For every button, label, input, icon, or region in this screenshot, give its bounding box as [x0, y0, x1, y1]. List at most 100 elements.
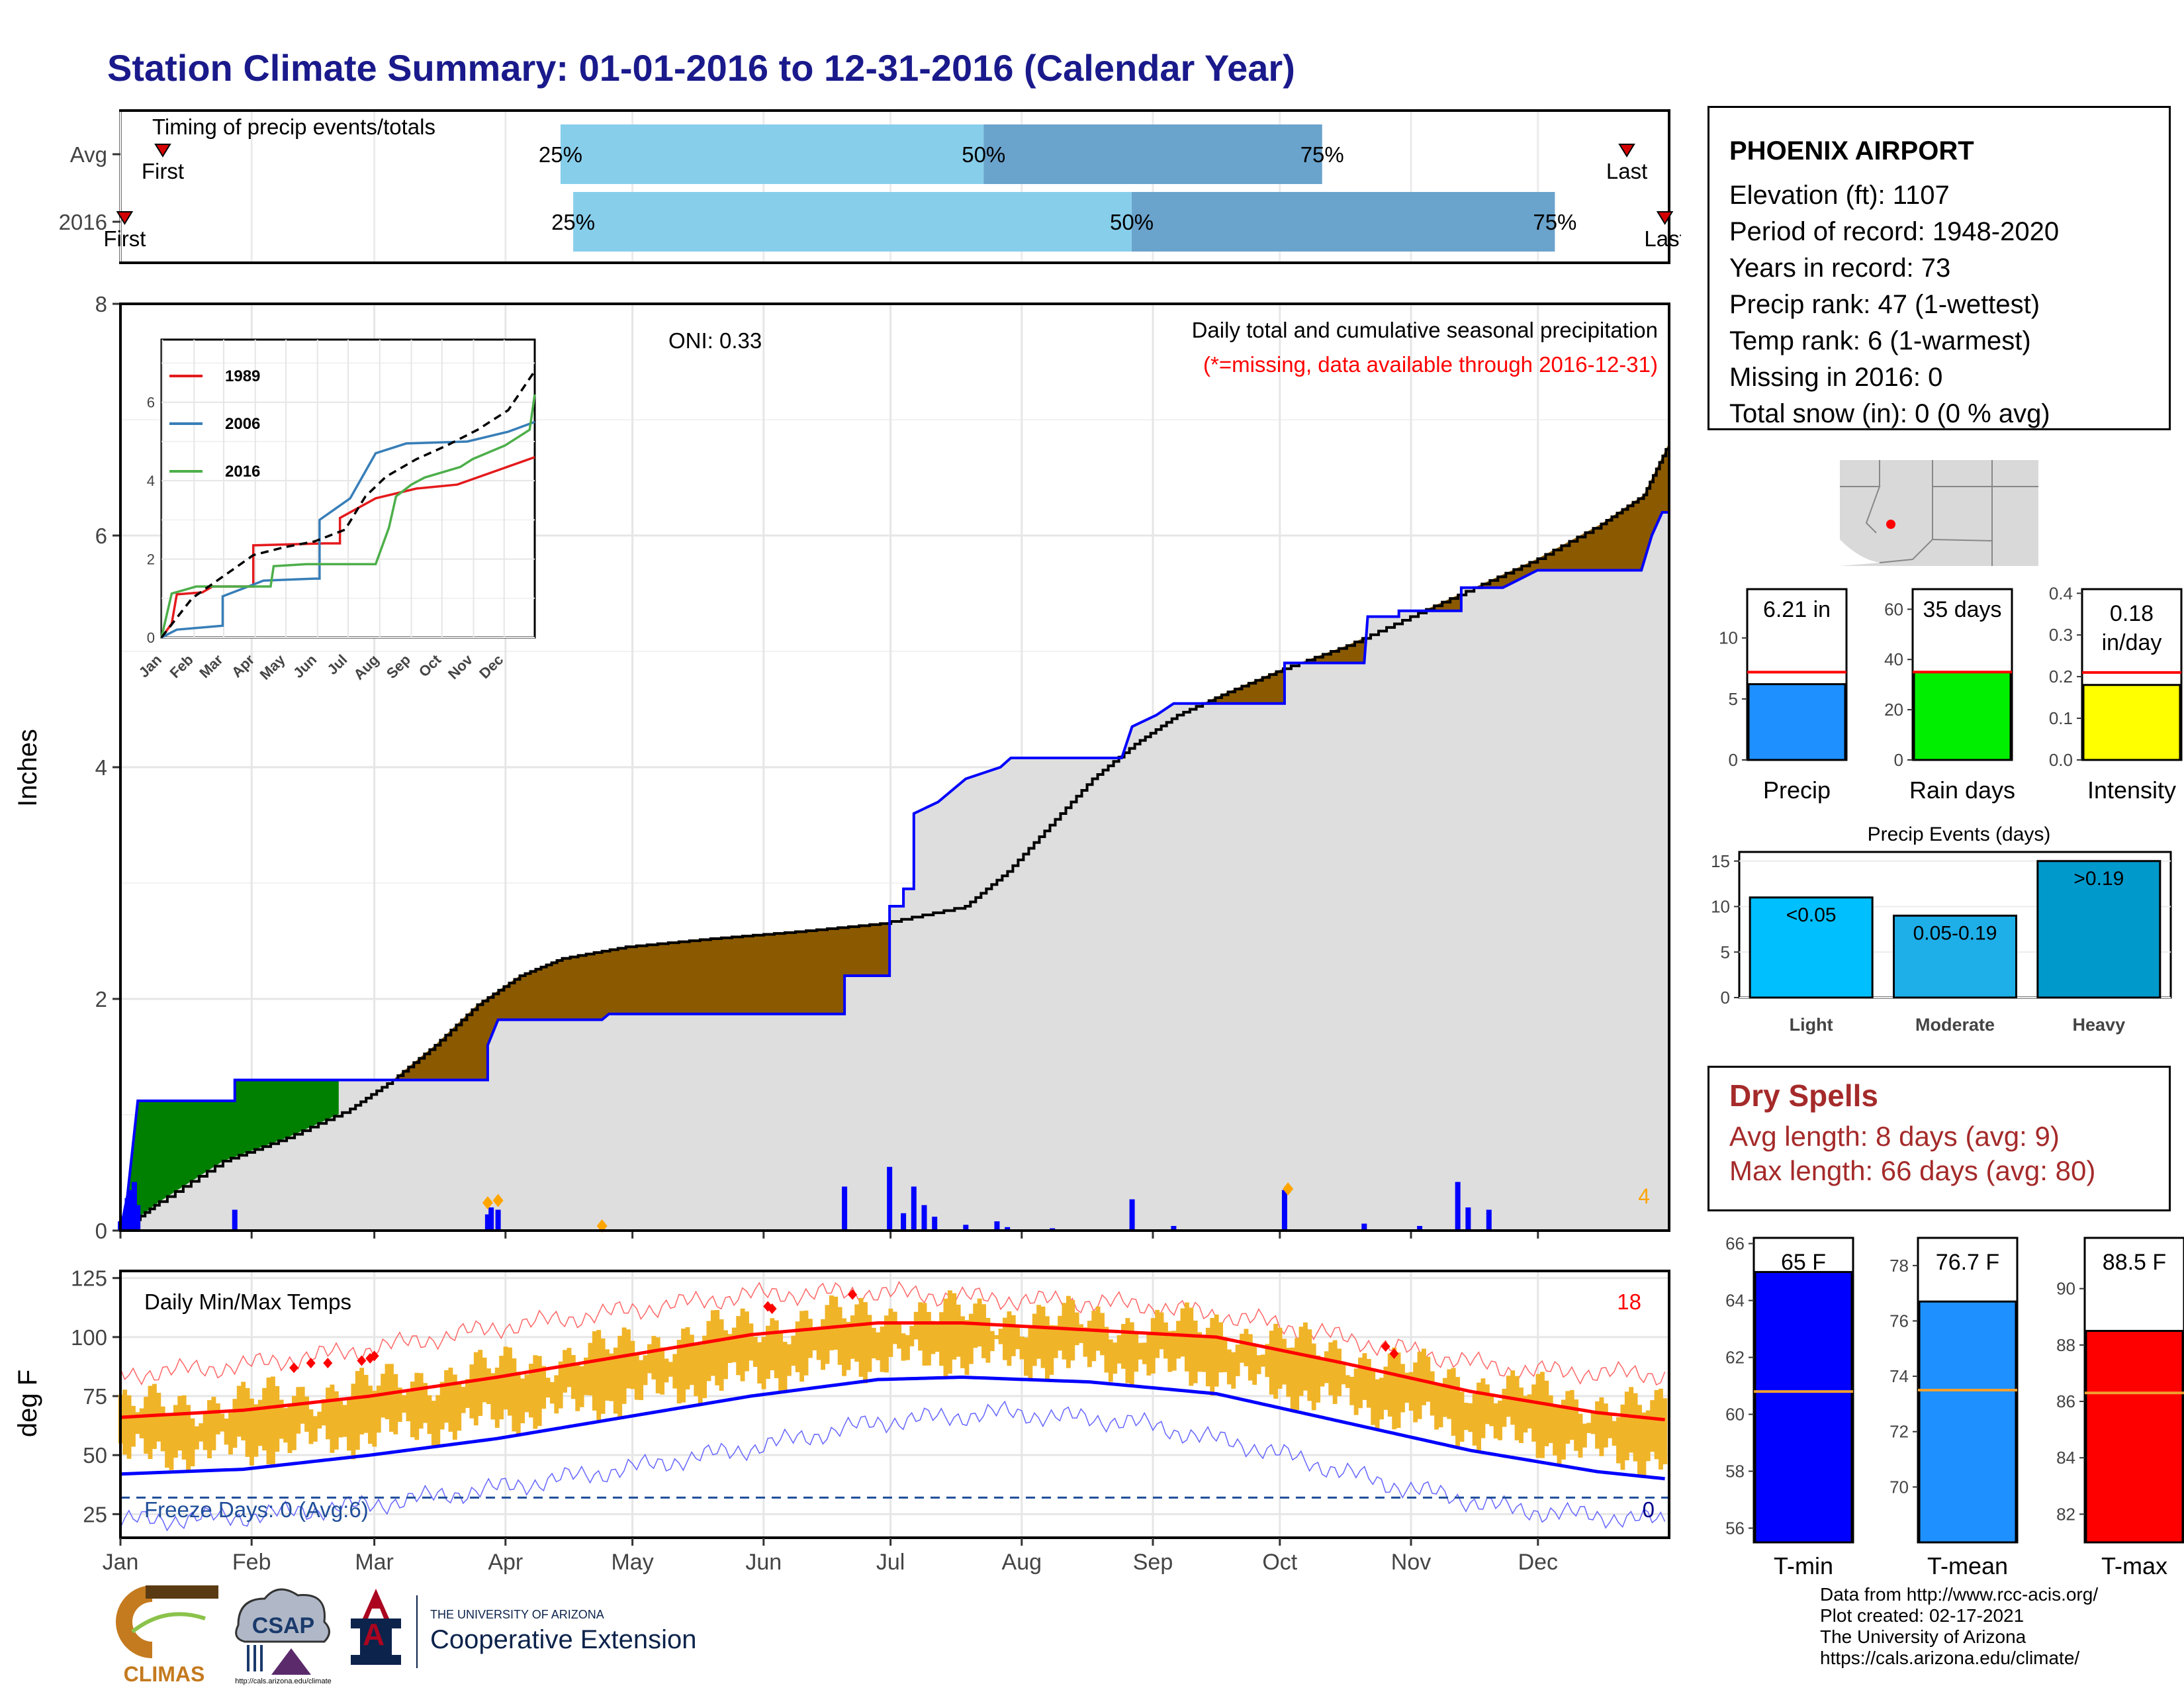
daily-temp-range: [1548, 1395, 1553, 1443]
daily-precip-bar: [963, 1225, 969, 1231]
daily-temp-range: [469, 1364, 475, 1419]
temp-summary-y-tick-label: 86: [2056, 1391, 2075, 1411]
daily-temp-range: [287, 1405, 293, 1454]
daily-temp-range: [1083, 1327, 1088, 1357]
daily-temp-range: [203, 1411, 208, 1450]
daily-temp-range: [283, 1408, 289, 1443]
dry-avg-length: Avg length: 8 days (avg: 9): [1729, 1121, 2060, 1152]
summary-y-tick-label: 60: [1884, 599, 1903, 619]
daily-temp-range: [1662, 1398, 1668, 1465]
daily-precip-bar: [921, 1205, 927, 1231]
daily-temp-range: [1138, 1342, 1143, 1360]
summary-value-label: 35 days: [1923, 597, 2001, 622]
events-bar-label: <0.05: [1786, 904, 1837, 926]
temp-summary-y-tick-label: 70: [1889, 1477, 1909, 1497]
daily-temp-range: [710, 1310, 715, 1376]
summary-y-tick-label: 0.0: [2049, 750, 2073, 770]
daily-temp-range: [575, 1364, 580, 1411]
daily-temp-range: [448, 1368, 453, 1432]
summary-y-tick-label: 0.3: [2049, 625, 2073, 645]
temp-summary-y-tick-label: 56: [1725, 1519, 1745, 1538]
credit-line: Plot created: 02-17-2021: [1820, 1605, 2025, 1626]
daily-temp-range: [563, 1350, 568, 1393]
daily-temp-range: [266, 1378, 271, 1464]
daily-temp-range: [169, 1414, 174, 1470]
daily-temp-range: [694, 1343, 699, 1397]
daily-temp-range: [461, 1387, 466, 1413]
normal-cumulative-line: [121, 443, 1670, 1232]
daily-temp-range: [1366, 1358, 1371, 1408]
station-line: Precip rank: 47 (1-wettest): [1729, 290, 2040, 319]
temp-summary-name: T-mean: [1927, 1552, 2008, 1579]
daily-temp-range: [1180, 1308, 1185, 1357]
precip-series: [118, 443, 1670, 1239]
daily-temp-range: [541, 1366, 547, 1409]
record-marker: [1389, 1348, 1399, 1359]
daily-temp-range: [727, 1334, 733, 1364]
daily-temp-range: [1379, 1378, 1384, 1420]
map-state-lines: [1879, 460, 2038, 566]
daily-temp-range: [435, 1395, 441, 1445]
daily-temp-range: [410, 1382, 415, 1438]
daily-temp-range: [363, 1374, 369, 1433]
record-marker: [767, 1303, 777, 1315]
daily-temp-range: [312, 1416, 318, 1442]
record-count: 18: [1617, 1289, 1641, 1314]
daily-temp-range: [130, 1405, 136, 1447]
daily-temp-range: [905, 1335, 910, 1360]
daily-temp-range: [270, 1376, 275, 1467]
daily-temp-range: [342, 1405, 347, 1437]
summary-name: Rain days: [1909, 776, 2015, 804]
daily-temp-range: [1163, 1322, 1168, 1359]
daily-temp-range: [634, 1354, 639, 1400]
daily-temp-range: [1413, 1362, 1418, 1423]
daily-temp-range: [1616, 1417, 1621, 1464]
daily-temp-range: [1345, 1375, 1350, 1388]
dry-spells-box: Dry Spells Avg length: 8 days (avg: 9) M…: [1707, 1066, 2171, 1211]
daily-temp-range: [1316, 1355, 1321, 1403]
daily-temp-range: [1019, 1336, 1024, 1360]
daily-temp-range: [1214, 1314, 1219, 1387]
events-y-tick-label: 15: [1711, 851, 1730, 871]
daily-temp-range: [1091, 1311, 1097, 1362]
daily-temp-range: [1426, 1356, 1431, 1402]
record-marker: [289, 1362, 299, 1374]
daily-temp-range: [512, 1358, 517, 1432]
month-label: Jan: [103, 1550, 139, 1575]
daily-temp-range: [1574, 1399, 1579, 1451]
month-label: Dec: [1518, 1550, 1558, 1575]
temp-summary-y-tick-label: 82: [2056, 1504, 2075, 1524]
daily-temp-range: [1586, 1423, 1592, 1433]
station-line: Missing in 2016: 0: [1729, 363, 1943, 392]
event-marker: [492, 1194, 504, 1207]
daily-temp-range: [1032, 1313, 1037, 1366]
page-title: Station Climate Summary: 01-01-2016 to 1…: [107, 47, 1295, 89]
daily-temp-range: [1197, 1332, 1203, 1372]
daily-temp-range: [1349, 1376, 1355, 1405]
precip-y-tick-label: 4: [95, 755, 107, 780]
temp-y-tick-label: 100: [71, 1325, 107, 1350]
daily-precip-bar: [901, 1213, 907, 1231]
daily-temp-range: [833, 1296, 839, 1350]
summary-bar: [2082, 684, 2181, 761]
last-event-label: Last: [1606, 159, 1647, 183]
daily-temp-range: [676, 1339, 682, 1404]
precip-y-tick-label: 6: [95, 524, 107, 548]
daily-temp-range: [1375, 1379, 1380, 1431]
inset-y-tick-label: 0: [147, 630, 155, 646]
daily-temp-range: [308, 1409, 314, 1444]
daily-temp-range: [503, 1346, 508, 1410]
temp-summary-y-tick-label: 58: [1725, 1462, 1745, 1481]
csap-logo: CSAP http://cals.arizona.edu/climate: [235, 1588, 332, 1685]
daily-temp-range: [1201, 1335, 1206, 1372]
credit-line: Data from http://www.rcc-acis.org/: [1820, 1584, 2099, 1605]
daily-temp-range: [981, 1304, 986, 1358]
daily-temp-range: [934, 1321, 940, 1352]
map-ocean: [1840, 539, 1880, 566]
daily-temp-range: [554, 1375, 559, 1414]
daily-precip-bar: [911, 1186, 917, 1231]
daily-precip-bar: [1129, 1199, 1135, 1231]
daily-temp-range: [867, 1315, 872, 1372]
daily-temp-range: [135, 1412, 140, 1434]
